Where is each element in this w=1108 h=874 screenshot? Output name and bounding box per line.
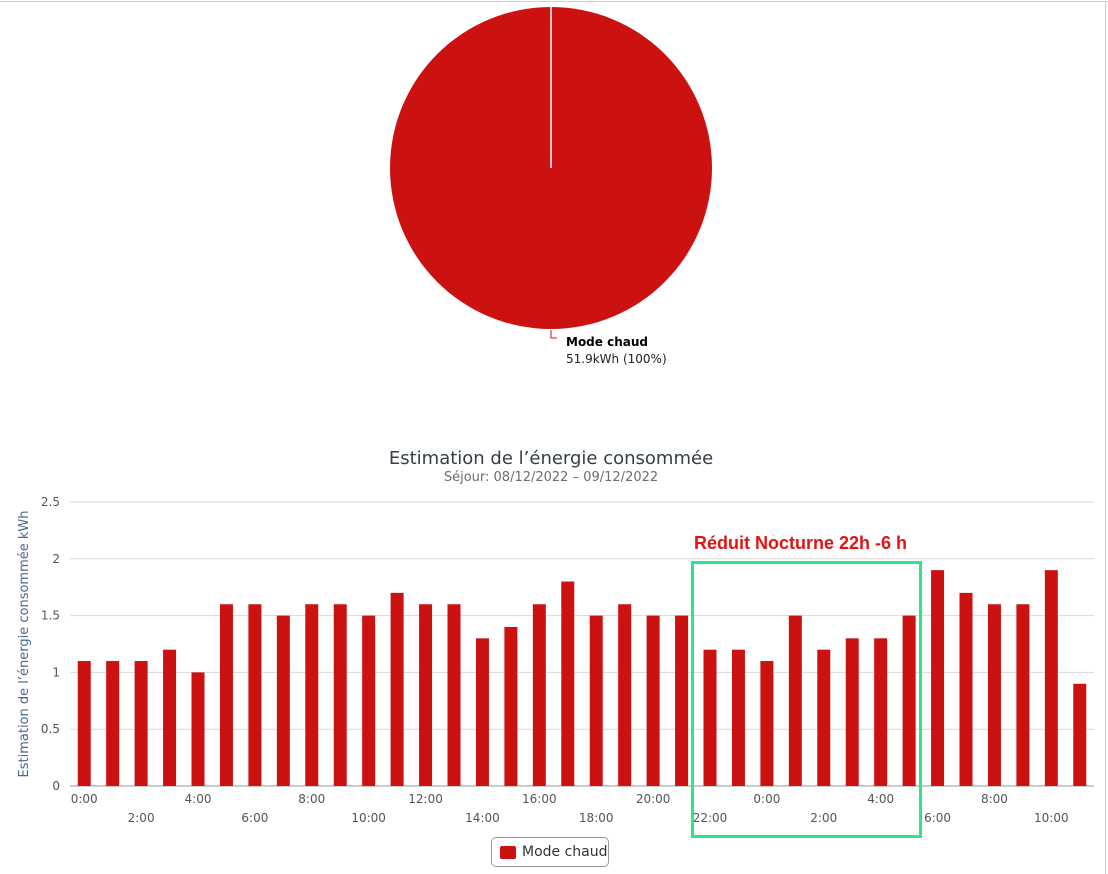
legend-item-mode-chaud[interactable]: Mode chaud xyxy=(491,837,609,867)
pie-label-value: 51.9kWh (100%) xyxy=(566,352,667,366)
frame-top-border xyxy=(0,1,1108,2)
bars-layer xyxy=(77,570,1087,786)
x-tick-label: 8:00 xyxy=(981,792,1008,806)
bar[interactable] xyxy=(561,581,575,786)
bar[interactable] xyxy=(163,649,177,786)
x-axis-labels: 0:00 4:00 8:00 12:00 16:00 20:00 0:00 4:00 8:00 2… xyxy=(71,792,1069,825)
chart-title: Estimation de l’énergie consommée xyxy=(389,448,713,469)
bar[interactable] xyxy=(760,661,774,786)
night-reduction-highlight-box xyxy=(691,561,922,838)
bar[interactable] xyxy=(959,592,973,786)
bar[interactable] xyxy=(902,615,916,786)
y-tick-label: 0 xyxy=(52,779,60,793)
pie-label-connector xyxy=(550,330,557,339)
pie-chart: Mode chaud 51.9kWh (100%) xyxy=(390,7,712,366)
x-tick-label: 0:00 xyxy=(71,792,98,806)
legend-swatch xyxy=(500,845,516,859)
bar[interactable] xyxy=(504,626,518,786)
bar[interactable] xyxy=(589,615,603,786)
y-tick-label: 1 xyxy=(52,665,60,679)
x-tick-label: 10:00 xyxy=(351,811,386,825)
x-tick-label: 8:00 xyxy=(298,792,325,806)
y-axis-title: Estimation de l’énergie consommée kWh xyxy=(17,511,32,778)
bar[interactable] xyxy=(305,604,319,786)
bar[interactable] xyxy=(675,615,689,786)
bar[interactable] xyxy=(191,672,205,786)
bar[interactable] xyxy=(845,638,859,786)
bar[interactable] xyxy=(817,649,831,786)
bar[interactable] xyxy=(333,604,347,786)
bar[interactable] xyxy=(77,661,91,786)
x-tick-label: 6:00 xyxy=(241,811,268,825)
bar[interactable] xyxy=(1073,683,1087,786)
x-tick-label: 20:00 xyxy=(636,792,671,806)
x-tick-label: 6:00 xyxy=(924,811,951,825)
bar[interactable] xyxy=(134,661,148,786)
x-tick-label: 2:00 xyxy=(128,811,155,825)
bar[interactable] xyxy=(248,604,262,786)
grid-layer: 0 0.5 1 1.5 2 2.5 xyxy=(41,495,1094,793)
x-tick-label: 14:00 xyxy=(465,811,500,825)
bar[interactable] xyxy=(390,592,404,786)
pie-label-name: Mode chaud xyxy=(566,335,648,349)
frame-right-border xyxy=(1105,1,1106,874)
y-tick-label: 1.5 xyxy=(41,609,60,623)
bar[interactable] xyxy=(419,604,433,786)
y-tick-label: 2.5 xyxy=(41,495,60,509)
bar[interactable] xyxy=(1044,570,1058,786)
x-tick-label: 16:00 xyxy=(522,792,557,806)
night-reduction-annotation: Réduit Nocturne 22h -6 h xyxy=(694,533,908,553)
bar[interactable] xyxy=(731,649,745,786)
x-tick-label: 4:00 xyxy=(867,792,894,806)
chart-subtitle: Séjour: 08/12/2022 – 09/12/2022 xyxy=(444,470,658,485)
bar[interactable] xyxy=(1016,604,1030,786)
bar[interactable] xyxy=(447,604,461,786)
bar[interactable] xyxy=(618,604,632,786)
bar[interactable] xyxy=(788,615,802,786)
bar[interactable] xyxy=(475,638,489,786)
bar[interactable] xyxy=(219,604,233,786)
bar[interactable] xyxy=(362,615,376,786)
bar[interactable] xyxy=(703,649,717,786)
x-tick-label: 22:00 xyxy=(693,811,728,825)
x-tick-label: 0:00 xyxy=(753,792,780,806)
legend-label: Mode chaud xyxy=(522,844,608,860)
y-tick-label: 0.5 xyxy=(41,722,60,736)
x-tick-label: 10:00 xyxy=(1034,811,1069,825)
bar[interactable] xyxy=(276,615,290,786)
x-tick-label: 18:00 xyxy=(579,811,614,825)
x-tick-label: 12:00 xyxy=(408,792,443,806)
bar[interactable] xyxy=(874,638,888,786)
bar[interactable] xyxy=(106,661,120,786)
y-tick-label: 2 xyxy=(52,552,60,566)
bar[interactable] xyxy=(532,604,546,786)
bar[interactable] xyxy=(646,615,660,786)
bar-chart: Estimation de l’énergie consommée Séjour… xyxy=(17,448,1094,825)
x-tick-label: 2:00 xyxy=(810,811,837,825)
x-tick-label: 4:00 xyxy=(185,792,212,806)
bar[interactable] xyxy=(987,604,1001,786)
bar[interactable] xyxy=(931,570,945,786)
